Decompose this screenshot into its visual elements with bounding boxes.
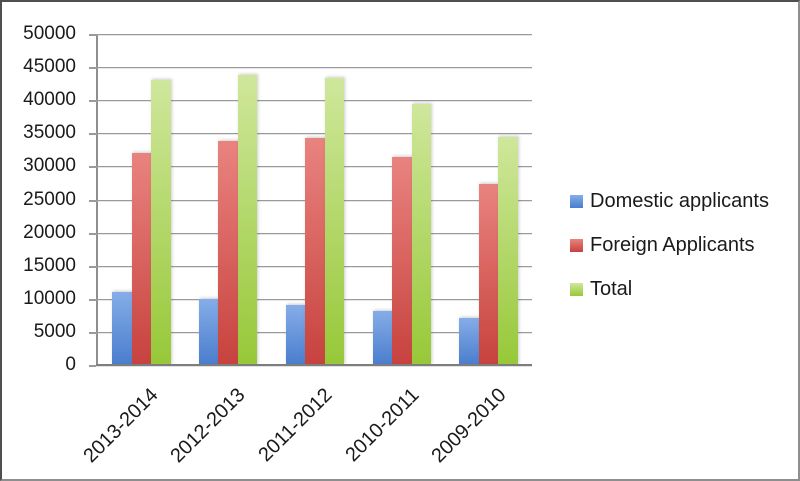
legend-item: Total [570, 277, 769, 301]
y-axis-tick-label: 20000 [23, 221, 76, 243]
y-axis-tick-label: 30000 [23, 155, 76, 177]
bar-domestic-applicants [285, 305, 306, 365]
legend-label: Foreign Applicants [590, 233, 755, 256]
y-axis-tick-label: 45000 [23, 56, 76, 78]
legend-label: Total [590, 277, 633, 300]
bar-foreign-applicants [218, 141, 238, 365]
gridline [98, 34, 532, 36]
legend: Domestic applicants Foreign Applicants Tot… [570, 189, 769, 321]
y-axis-tick-label: 5000 [33, 320, 76, 342]
y-axis-tick-label: 10000 [23, 287, 76, 309]
x-axis-line [96, 364, 532, 366]
legend-marker-icon [570, 282, 583, 296]
y-axis-tick [89, 332, 98, 334]
bar-total [498, 137, 518, 365]
bar-total [237, 75, 258, 365]
bar-group-2012-2013 [185, 34, 272, 365]
gridline [98, 100, 532, 102]
bar-group-2010-2011 [358, 34, 445, 365]
bar-total [151, 80, 171, 365]
plot-area [89, 34, 532, 367]
y-axis-tick-label: 35000 [23, 122, 76, 144]
y-axis-tick [89, 67, 98, 69]
bar-group-2011-2012 [272, 34, 359, 365]
bar-foreign-applicants [131, 153, 152, 365]
y-axis-tick-label: 50000 [23, 23, 76, 44]
legend-item: Domestic applicants [570, 189, 769, 213]
x-axis-tick-label: 2013-2014 [79, 384, 163, 468]
legend-label: Domestic applicants [590, 189, 769, 212]
gridline [98, 67, 532, 69]
y-axis-tick [89, 166, 98, 168]
y-axis-tick-label: 40000 [23, 89, 76, 111]
bar-domestic-applicants [372, 311, 393, 365]
bar-foreign-applicants [478, 184, 499, 365]
bar-foreign-applicants [392, 157, 412, 365]
bar-group-2013-2014 [98, 34, 185, 365]
legend-marker-icon [570, 194, 583, 208]
y-axis-tick [89, 34, 98, 36]
bar-foreign-applicants [305, 137, 325, 365]
bar-total [324, 78, 345, 365]
y-axis-tick-label: 25000 [23, 188, 76, 210]
y-axis-tick [89, 266, 98, 268]
legend-item: Foreign Applicants [570, 233, 769, 257]
y-axis-tick [89, 233, 98, 235]
gridline [98, 133, 532, 135]
y-axis-tick [89, 200, 98, 202]
legend-marker-icon [570, 238, 583, 252]
bar-domestic-applicants [459, 318, 479, 365]
bar-total [411, 103, 432, 365]
y-axis-tick [89, 365, 98, 367]
bar-domestic-applicants [198, 298, 219, 365]
bar-domestic-applicants [112, 292, 132, 365]
y-axis-tick [89, 299, 98, 301]
y-axis-tick [89, 100, 98, 102]
y-axis-tick-label: 0 [65, 354, 76, 375]
bar-group-2009-2010 [445, 34, 532, 365]
y-axis-tick [89, 133, 98, 135]
y-axis-tick-label: 15000 [23, 254, 76, 276]
